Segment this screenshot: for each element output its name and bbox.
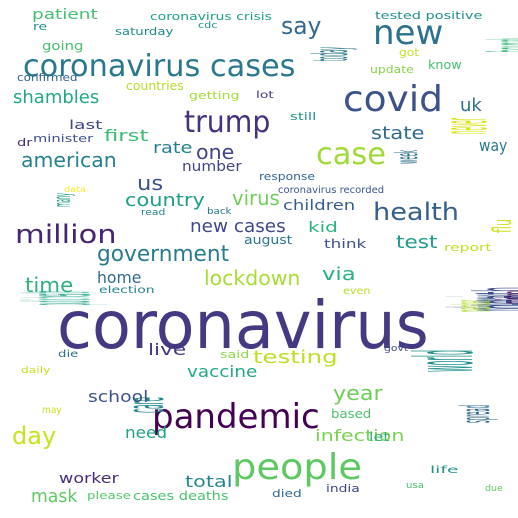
word-saturday: saturday [115, 25, 174, 38]
word-people: people [232, 447, 363, 488]
word-got: got [399, 46, 420, 59]
word-school: school [88, 387, 149, 406]
word-confirmed: confirmed [17, 71, 78, 84]
word-shambles: shambles [13, 87, 100, 108]
word-govt: govt [384, 344, 409, 354]
word-worker: worker [59, 471, 119, 487]
word-think: think [324, 237, 367, 251]
word-first: first [104, 126, 149, 145]
word-going: going [42, 39, 84, 53]
word-due: due [485, 484, 503, 494]
word-back: back [207, 207, 232, 217]
word-health: health [373, 198, 459, 226]
word-response: response [259, 170, 315, 183]
word-vaccine: vaccine [187, 362, 258, 381]
word-world: world [398, 349, 491, 372]
word-year: year [333, 381, 383, 405]
word-lockdown: lockdown [204, 266, 301, 290]
word-mask: mask [31, 486, 78, 507]
word-update: update [370, 63, 414, 76]
word-country: country [125, 190, 205, 211]
word-daily: daily [21, 366, 51, 376]
word-new-cases: new cases [190, 216, 286, 237]
word-lot: lot [256, 90, 274, 101]
word-say: say [281, 12, 322, 40]
word-india: india [326, 482, 360, 495]
word-spread: spread [453, 404, 499, 423]
word-evidence: evidence [485, 290, 518, 304]
word-day: day [12, 422, 57, 450]
word-need: need [125, 423, 167, 442]
word-virus: virus [232, 186, 280, 210]
word-patient: patient [32, 7, 98, 23]
word-let: let [369, 430, 390, 444]
word-usa: usa [406, 481, 424, 491]
word-us: us [137, 171, 164, 195]
word-test: test [396, 232, 438, 253]
word-way: way [479, 136, 508, 155]
word-know: know [428, 58, 462, 72]
word-via: via [322, 264, 356, 285]
word-pandemic: pandemic [152, 397, 320, 437]
word-based: based [331, 407, 372, 421]
word-number: number [182, 159, 242, 175]
word-state: state [371, 123, 425, 144]
word-countries: countries [126, 79, 184, 93]
word-today: today [303, 46, 359, 61]
word-coronavirus-recorded: coronavirus recorded [278, 185, 385, 196]
word-rate: rate [153, 138, 193, 157]
word-trump: trump [184, 105, 271, 140]
word-died: died [272, 487, 302, 500]
word-getting: getting [189, 89, 240, 102]
word-still: still [290, 110, 317, 123]
word-face-mask: face mask [474, 38, 518, 52]
word-total: total [185, 472, 233, 491]
word-public-health: public health [6, 290, 111, 305]
word-many: many [48, 193, 76, 207]
word-said: said [220, 348, 250, 361]
word-die: die [58, 349, 79, 360]
word-flu: flu [488, 219, 518, 233]
word-coronavirus-crisis: coronavirus crisis [150, 10, 272, 23]
word-testing: testing [253, 347, 338, 368]
word-august: august [244, 233, 293, 247]
word-coronavirus-cases: coronavirus cases [23, 49, 296, 84]
word-re: re [33, 20, 48, 33]
word-infection: infection [315, 426, 405, 445]
word-uk: uk [460, 95, 482, 116]
word-kid: kid [308, 220, 338, 236]
word-tested-positive: tested positive [375, 9, 483, 22]
word-cdc: cdc [198, 21, 218, 31]
word-data: data [64, 185, 87, 194]
word-case: case [316, 137, 386, 172]
word-last: last [69, 118, 103, 132]
word-week: week [390, 150, 425, 164]
word-cases-deaths: cases deaths [133, 489, 229, 503]
word-coronavirus: coronavirus [57, 287, 429, 364]
word-children: children [283, 198, 356, 214]
word-time: time [25, 273, 74, 297]
word-one: one [196, 140, 235, 164]
word-please: please [87, 489, 132, 502]
word-election: election [99, 285, 155, 296]
word-may: may [42, 405, 62, 416]
word-american: american [21, 148, 117, 172]
word-never: never [428, 118, 501, 134]
word-read: read [141, 208, 166, 218]
word-covid: covid [343, 79, 443, 120]
word-government: government [97, 242, 230, 267]
word-minister: minister [33, 132, 94, 145]
word-live: live [148, 340, 187, 359]
word-life: life [430, 465, 459, 476]
word-million: million [15, 220, 117, 250]
word-dr: dr [17, 136, 33, 149]
word-even: even [343, 286, 371, 297]
word-report: report [444, 241, 492, 254]
word-new: new [373, 13, 444, 53]
word-home: home [97, 268, 142, 287]
